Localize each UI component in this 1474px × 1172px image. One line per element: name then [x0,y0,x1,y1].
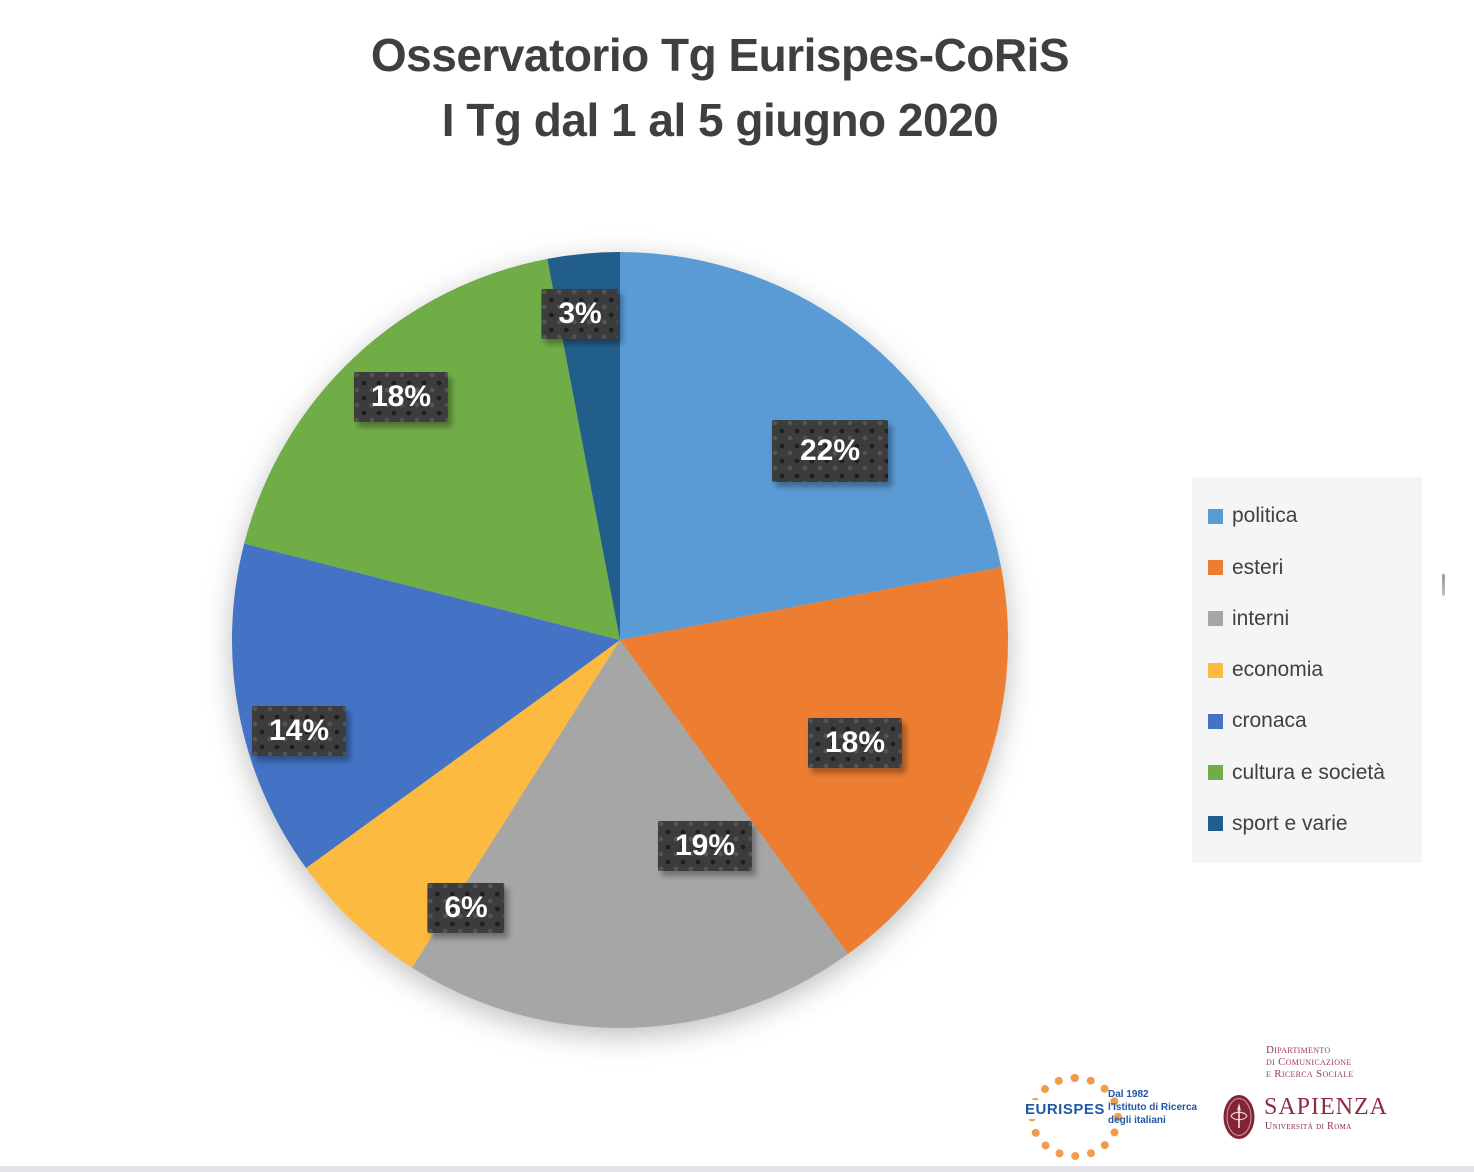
sapienza-logo: Dipartimento di Comunicazione e Ricerca … [1218,1042,1408,1142]
legend: politica esteri interni economia cronaca cult… [1192,477,1422,863]
legend-swatch-icon [1208,560,1223,575]
eurispes-tagline: Dal 1982 l'Istituto di Ricerca degli ita… [1108,1088,1197,1127]
legend-label: sport e varie [1232,811,1348,835]
eurispes-tagline-line1: Dal 1982 [1108,1089,1149,1100]
chart-title-line1: Osservatorio Tg Eurispes-CoRiS [370,29,1070,81]
sapienza-dept-line2: di Comunicazione [1266,1056,1352,1068]
legend-item-economia: economia [1192,658,1422,682]
legend-item-politica: politica [1192,504,1422,528]
eurispes-logo: EURISPES Dal 1982 l'Istituto di Ricerca … [1020,1070,1197,1160]
legend-label: politica [1232,504,1298,528]
pie-slice-interni [412,640,849,1029]
legend-item-interni: interni [1192,607,1422,631]
legend-label: interni [1232,606,1290,630]
sapienza-seal-icon [1223,1095,1255,1139]
chart-title: Osservatorio Tg Eurispes-CoRiS I Tg dal … [140,30,1300,159]
legend-swatch-icon [1208,662,1223,678]
sapienza-dept-line3: e Ricerca Sociale [1266,1068,1354,1080]
legend-item-cultura-e-società: cultura e società [1192,761,1422,785]
eurispes-wordmark: EURISPES [1022,1100,1108,1119]
legend-item-cronaca: cronaca [1192,709,1422,733]
legend-swatch-icon [1208,765,1223,780]
eurispes-tagline-line3: degli italiani [1108,1115,1166,1126]
pie-slice-cultura-e-società [244,258,620,640]
scrollbar-thumb[interactable] [1442,574,1445,596]
sapienza-wordmark: SAPIENZA [1264,1094,1389,1120]
pie-slice-cronaca [232,543,620,869]
legend-item-sport-e-varie: sport e varie [1192,812,1422,836]
legend-swatch-icon [1208,508,1223,524]
legend-label: economia [1232,658,1324,681]
eurispes-tagline-line2: l'Istituto di Ricerca [1108,1102,1198,1113]
legend-item-esteri: esteri [1192,556,1422,580]
window-bottom-edge [0,1166,1474,1172]
pie-chart [232,252,1009,1029]
legend-label: cronaca [1232,709,1307,733]
pie-slice-esteri [620,567,1009,954]
sapienza-department-text: Dipartimento di Comunicazione e Ricerca … [1266,1044,1354,1080]
pie-slice-sport-e-varie [547,252,620,640]
sapienza-dept-line1: Dipartimento [1266,1044,1331,1056]
legend-label: esteri [1232,555,1284,579]
chart-title-line2: I Tg dal 1 al 5 giugno 2020 [441,93,999,146]
pie-slice-economia [306,640,620,968]
sapienza-subtitle: Università di Roma [1265,1121,1352,1132]
legend-swatch-icon [1208,713,1223,729]
legend-label: cultura e società [1232,760,1385,784]
legend-swatch-icon [1208,816,1223,832]
legend-swatch-icon [1208,611,1223,627]
